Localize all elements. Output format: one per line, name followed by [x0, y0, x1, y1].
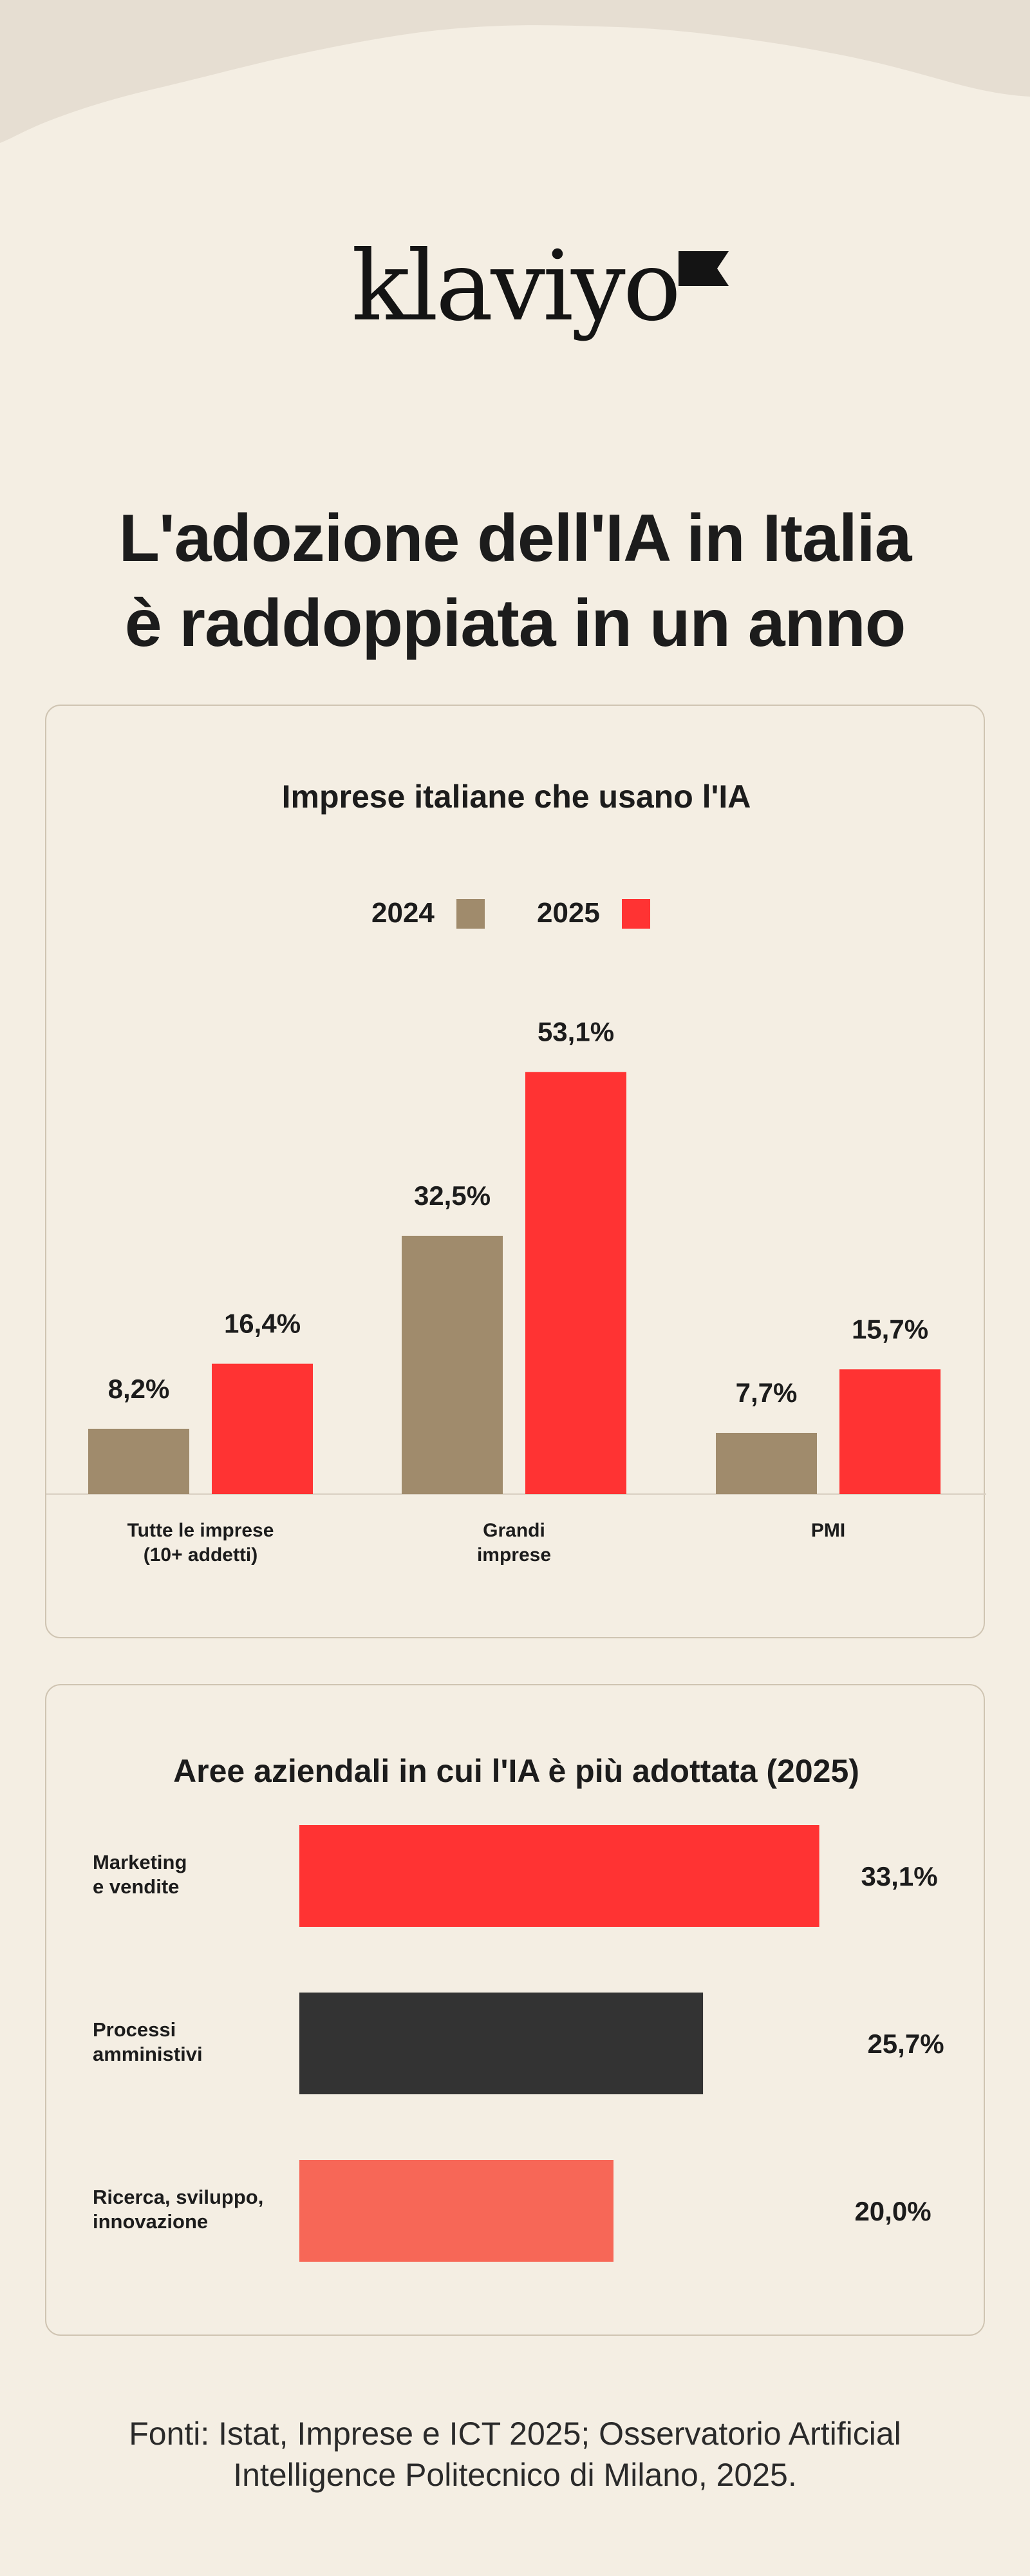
legend-swatch-2024 — [456, 899, 485, 929]
ai-adoption-bar-chart: Imprese italiane che usano l'IA 2024 2025 8… — [46, 779, 986, 1566]
category-label-2: PMI — [811, 1520, 845, 1541]
category-label-1: Grandi imprese — [477, 1520, 551, 1566]
hbar-value-label-0: 33,1% — [861, 1861, 937, 1891]
decorative-torn-paper-band — [0, 0, 1030, 143]
bar-2024-1 — [402, 1235, 503, 1494]
source-line-2: Intelligence Politecnico di Milano, 2025… — [233, 2457, 797, 2493]
hbar-2 — [299, 2160, 613, 2262]
source-line-1: Fonti: Istat, Imprese e ICT 2025; Osserv… — [129, 2416, 901, 2452]
value-label-2024-1: 32,5% — [414, 1180, 491, 1211]
title-line-1: L'adozione dell'IA in Italia — [118, 500, 912, 576]
hbar-1 — [299, 1993, 704, 2094]
bar-2025-1 — [525, 1072, 626, 1494]
legend-label-2024: 2024 — [371, 897, 435, 929]
hbar-value-label-1: 25,7% — [867, 2029, 944, 2059]
value-label-2024-2: 7,7% — [736, 1378, 798, 1408]
bar-2025-0 — [212, 1363, 313, 1494]
hbar-category-label-1: Processi amministivi — [93, 2018, 203, 2065]
hbar-category-label-0: Marketing e vendite — [93, 1851, 187, 1898]
chart-title: Aree aziendali in cui l'IA è più adottat… — [173, 1753, 859, 1789]
hbar-value-label-2: 20,0% — [854, 2196, 931, 2226]
hbar-0 — [299, 1825, 819, 1927]
bar-2024-0 — [88, 1428, 189, 1494]
hbar-category-label-2: Ricerca, sviluppo, innovazione — [93, 2186, 263, 2233]
value-label-2025-0: 16,4% — [224, 1309, 301, 1339]
klaviyo-logo: klaviyo — [0, 232, 1030, 341]
logo-wordmark: klaviyo — [351, 231, 681, 343]
page-title: L'adozione dell'IA in Italia è raddoppia… — [0, 496, 1030, 666]
title-line-2: è raddoppiata in un anno — [124, 585, 906, 661]
business-areas-bar-chart: Aree aziendali in cui l'IA è più adottat… — [93, 1753, 944, 2262]
category-label-0: Tutte le imprese (10+ addetti) — [127, 1520, 274, 1566]
bar-2025-2 — [839, 1369, 941, 1494]
horizontal-bar-chart-panel: Aree aziendali in cui l'IA è più adottat… — [45, 1684, 985, 2336]
logo-flag-icon — [679, 251, 729, 286]
vertical-bar-chart-panel: Imprese italiane che usano l'IA 2024 2025 8… — [45, 705, 986, 1638]
chart-title: Imprese italiane che usano l'IA — [282, 779, 751, 815]
value-label-2025-1: 53,1% — [538, 1017, 614, 1047]
bar-2024-2 — [716, 1432, 817, 1494]
value-label-2025-2: 15,7% — [852, 1314, 928, 1344]
value-label-2024-0: 8,2% — [108, 1374, 170, 1404]
legend-label-2025: 2025 — [537, 897, 600, 929]
source-note: Fonti: Istat, Imprese e ICT 2025; Osserv… — [0, 2413, 1030, 2496]
legend-swatch-2025 — [622, 899, 650, 929]
